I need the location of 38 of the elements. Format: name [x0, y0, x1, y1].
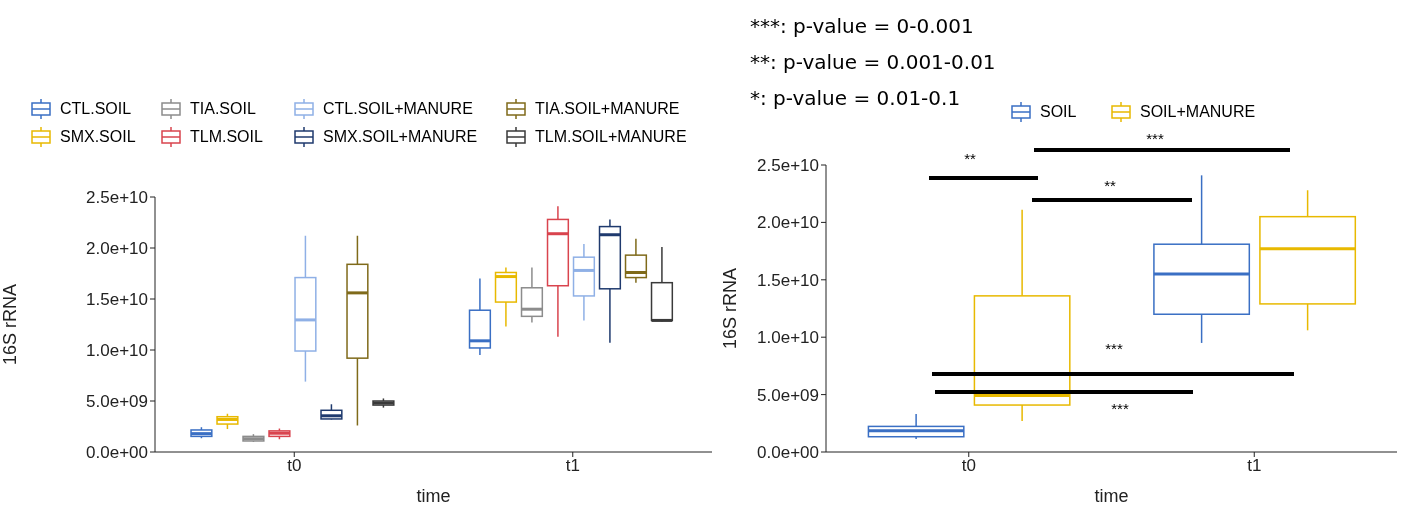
legend-label: SMX.SOIL	[60, 128, 136, 146]
y-axis-title: 16S rRNA	[0, 283, 21, 366]
annotation: **	[1104, 176, 1116, 194]
text: ***: p-value = 0-0.001	[750, 14, 974, 38]
x-tick-label: t1	[565, 456, 580, 476]
legend-label: CTL.SOIL+MANURE	[323, 100, 473, 118]
y-tick-label: 2.5e+10	[86, 188, 148, 208]
legend-label: TIA.SOIL	[190, 100, 256, 118]
text: **: p-value = 0.001-0.01	[750, 50, 996, 74]
x-tick-label: t0	[287, 456, 302, 476]
text: *: p-value = 0.01-0.1	[750, 86, 961, 110]
text: ***	[1146, 129, 1164, 147]
y-tick-label: 2.5e+10	[757, 156, 819, 176]
y-tick-label: 1.0e+10	[757, 328, 819, 348]
y-tick-label: 1.5e+10	[757, 270, 819, 290]
y-tick-label: 1.0e+10	[86, 341, 148, 361]
legend-label: TLM.SOIL	[190, 128, 263, 146]
legend-label: SOIL	[1040, 103, 1077, 121]
legend-label: SOIL+MANURE	[1140, 103, 1256, 121]
annotation: ***	[1105, 339, 1123, 357]
legend-label: TIA.SOIL+MANURE	[535, 100, 680, 118]
y-tick-label: 0.0e+00	[86, 443, 148, 463]
y-axis-title: 16S rRNA	[720, 267, 741, 350]
y-tick-label: 5.0e+09	[757, 385, 819, 405]
annotation: **	[964, 149, 976, 167]
legend-label: SMX.SOIL+MANURE	[323, 128, 478, 146]
y-tick-label: 2.0e+10	[757, 213, 819, 233]
x-tick-label: t1	[1247, 456, 1262, 476]
x-axis-title: time	[1094, 486, 1129, 506]
annotation: ***	[1111, 399, 1129, 417]
y-tick-label: 1.5e+10	[86, 290, 148, 310]
y-tick-label: 0.0e+00	[757, 443, 819, 463]
x-tick-label: t0	[961, 456, 976, 476]
y-tick-label: 2.0e+10	[86, 239, 148, 259]
legend-label: TLM.SOIL+MANURE	[535, 128, 687, 146]
y-tick-label: 5.0e+09	[86, 392, 148, 412]
x-axis-title: time	[416, 486, 451, 506]
legend-label: CTL.SOIL	[60, 100, 132, 118]
